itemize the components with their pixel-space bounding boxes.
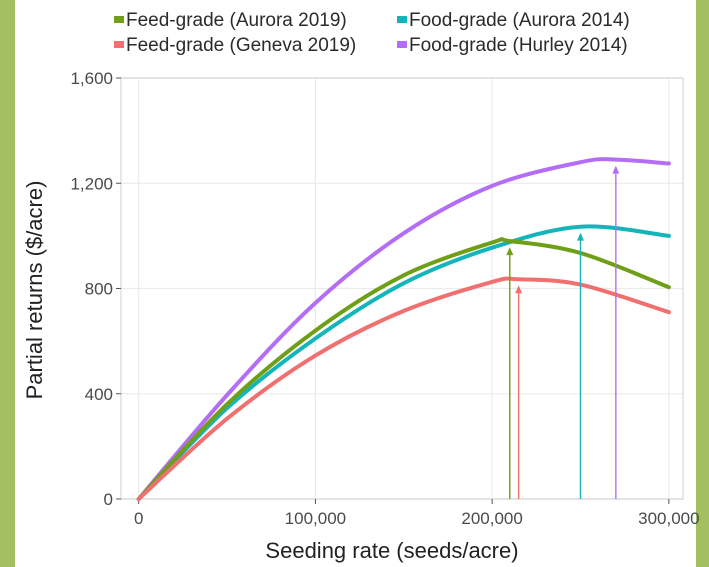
y-tick-label: 400	[85, 385, 113, 404]
legend-label: Food-grade (Hurley 2014)	[409, 35, 628, 56]
series-line	[136, 224, 671, 501]
legend-swatch	[397, 41, 407, 48]
x-axis-title: Seeding rate (seeds/acre)	[265, 538, 518, 563]
y-tick-label: 800	[85, 280, 113, 299]
optimum-arrows	[506, 165, 620, 499]
y-axis-title: Partial returns ($/acre)	[22, 181, 47, 400]
series-line	[136, 237, 671, 501]
optimum-arrow-head	[506, 247, 514, 256]
optimum-arrow-head	[515, 285, 523, 294]
optimum-arrow-head	[576, 232, 584, 241]
x-tick-label: 100,000	[285, 509, 346, 528]
legend-label: Feed-grade (Aurora 2019)	[126, 10, 347, 31]
x-tick-label: 200,000	[461, 509, 522, 528]
series-line	[136, 157, 671, 501]
y-tick-label: 0	[104, 490, 113, 509]
legend-swatch	[397, 16, 407, 23]
legend-swatch	[114, 41, 124, 48]
series-line	[136, 276, 671, 501]
x-tick-label: 0	[134, 509, 143, 528]
legend-label: Feed-grade (Geneva 2019)	[126, 35, 356, 56]
optimum-arrow-head	[612, 165, 620, 174]
legend: Feed-grade (Aurora 2019) Food-grade (Auro…	[114, 10, 630, 56]
legend-label: Food-grade (Aurora 2014)	[409, 10, 630, 31]
legend-swatch	[114, 16, 124, 23]
y-tick-label: 1,200	[70, 174, 113, 193]
series-lines	[136, 157, 671, 501]
y-tick-label: 1,600	[70, 69, 113, 88]
x-tick-label: 300,000	[638, 509, 699, 528]
axis-ticks: 0 400 800 1,200 1,600 0 100,000 200,000 300,000	[70, 69, 699, 528]
